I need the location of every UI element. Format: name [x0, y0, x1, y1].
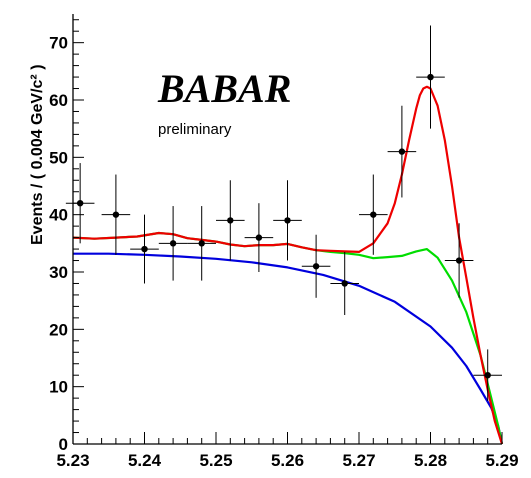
point-marker — [76, 200, 84, 207]
babar-logo: BABAR preliminary — [157, 66, 291, 138]
data-point — [65, 163, 95, 244]
x-tick-label: 5.25 — [199, 451, 232, 470]
y-axis-title: Events / ( 0.004 GeV/c² ) — [29, 64, 46, 245]
data-point — [158, 206, 188, 281]
point-marker — [169, 240, 177, 247]
x-tick-label: 5.29 — [485, 451, 518, 470]
x-tick-label: 5.23 — [56, 451, 89, 470]
data-point — [359, 174, 388, 255]
data-point — [387, 105, 417, 198]
y-tick-label: 0 — [59, 435, 68, 454]
data-point — [416, 25, 445, 129]
y-tick-label: 50 — [49, 148, 68, 167]
point-marker — [398, 148, 406, 155]
data-point — [444, 223, 474, 298]
point-marker — [198, 240, 205, 247]
data-point — [101, 174, 131, 255]
y-tick-label: 60 — [49, 91, 68, 110]
y-tick-label: 70 — [49, 34, 68, 53]
point-marker — [227, 217, 234, 224]
data-point — [473, 349, 502, 401]
y-tick-label: 10 — [49, 378, 68, 397]
logo-subtitle: preliminary — [158, 121, 232, 138]
x-tick-label: 5.27 — [342, 451, 375, 470]
data-point — [130, 214, 159, 284]
x-tick-label: 5.24 — [128, 451, 162, 470]
data-point — [216, 180, 245, 261]
data-point — [273, 180, 302, 261]
point-marker — [312, 263, 320, 270]
data-point — [330, 251, 359, 315]
point-marker — [341, 280, 348, 287]
x-tick-label: 5.26 — [271, 451, 304, 470]
point-marker — [427, 73, 434, 81]
x-tick-label: 5.28 — [414, 451, 447, 470]
y-tick-label: 40 — [49, 206, 68, 225]
fit-curve-0 — [73, 252, 504, 445]
data-points-layer — [65, 25, 502, 401]
y-tick-label: 20 — [49, 320, 68, 339]
point-marker — [112, 211, 120, 218]
axes-layer: 0 10 20 30 40 50 60 70 5.23 5.24 5.25 5.26 5.27 5.28 5… — [49, 14, 519, 470]
logo-text: BABAR — [157, 66, 291, 111]
data-point — [301, 234, 331, 298]
point-marker — [455, 257, 463, 264]
data-point — [187, 206, 216, 281]
data-point — [244, 203, 274, 272]
point-marker — [141, 245, 148, 253]
point-marker — [284, 217, 291, 224]
point-marker — [484, 372, 491, 379]
y-tick-label: 30 — [49, 263, 68, 282]
point-marker — [370, 211, 377, 218]
point-marker — [255, 234, 263, 241]
